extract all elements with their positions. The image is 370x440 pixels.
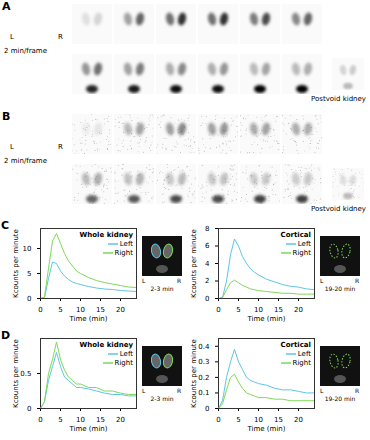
svg-text:0: 0 <box>27 295 31 303</box>
html-text:L: L <box>10 143 14 151</box>
html-text:2-3 min: 2-3 min <box>150 395 174 402</box>
html-text:L: L <box>320 277 324 284</box>
svg-text:10: 10 <box>23 245 32 253</box>
svg-text:0: 0 <box>38 306 42 314</box>
html-text:Postvoid kidney: Postvoid kidney <box>311 95 366 103</box>
html-text:Whole kidney: Whole kidney <box>79 341 133 349</box>
svg-text:0: 0 <box>205 405 209 413</box>
html-text:2 min/frame: 2 min/frame <box>4 47 47 55</box>
svg-text:0: 0 <box>205 295 209 303</box>
svg-text:6: 6 <box>205 242 210 250</box>
svg-text:0.4: 0.4 <box>198 343 210 351</box>
html-text:R: R <box>355 277 360 284</box>
svg-text:15: 15 <box>274 416 283 424</box>
svg-text:15: 15 <box>274 306 283 314</box>
html-text:B: B <box>2 110 11 123</box>
html-text:R: R <box>177 387 182 394</box>
html-text:Left: Left <box>297 240 311 248</box>
svg-text:20: 20 <box>294 416 303 424</box>
svg-text:10: 10 <box>254 416 263 424</box>
svg-text:0: 0 <box>38 416 42 424</box>
svg-text:5: 5 <box>27 270 31 278</box>
html-text:R: R <box>355 387 360 394</box>
html-text:L: L <box>142 387 146 394</box>
svg-text:5: 5 <box>236 306 240 314</box>
svg-text:4: 4 <box>205 260 210 268</box>
html-text:R: R <box>58 33 63 41</box>
svg-text:0.1: 0.1 <box>198 389 209 397</box>
svg-text:20: 20 <box>116 416 125 424</box>
html-text:2-3 min: 2-3 min <box>150 285 174 292</box>
html-text:Right: Right <box>292 359 311 367</box>
html-text:19-20 min: 19-20 min <box>324 395 356 402</box>
svg-text:0.3: 0.3 <box>198 358 209 366</box>
svg-text:2: 2 <box>205 277 209 285</box>
html-text:Right: Right <box>114 249 133 257</box>
html-text:L: L <box>320 387 324 394</box>
html-text:Right: Right <box>114 359 133 367</box>
html-text:R: R <box>177 277 182 284</box>
html-text:Left: Left <box>119 350 133 358</box>
svg-text:5: 5 <box>58 416 62 424</box>
html-text:L: L <box>10 33 14 41</box>
svg-text:Time (min): Time (min) <box>246 425 285 433</box>
svg-text:15: 15 <box>96 416 105 424</box>
svg-text:5: 5 <box>236 416 240 424</box>
html-text:Whole kidney: Whole kidney <box>79 231 133 239</box>
svg-text:Kcounts per minute: Kcounts per minute <box>12 229 20 298</box>
html-text:Cortical: Cortical <box>280 231 311 239</box>
svg-text:Time (min): Time (min) <box>246 315 285 323</box>
svg-text:8: 8 <box>205 225 209 233</box>
svg-text:10: 10 <box>254 306 263 314</box>
svg-text:0: 0 <box>27 405 31 413</box>
svg-text:Time (min): Time (min) <box>68 425 107 433</box>
html-text:A: A <box>2 0 11 13</box>
svg-text:10: 10 <box>76 306 85 314</box>
html-text:Left: Left <box>119 240 133 248</box>
svg-text:Kcounts per minute: Kcounts per minute <box>190 229 198 298</box>
html-text:Postvoid kidney: Postvoid kidney <box>311 205 366 213</box>
svg-text:Time (min): Time (min) <box>68 315 107 323</box>
svg-text:15: 15 <box>96 306 105 314</box>
svg-text:0: 0 <box>216 416 220 424</box>
svg-text:0.2: 0.2 <box>198 374 209 382</box>
html-text:D: D <box>1 329 11 342</box>
svg-text:20: 20 <box>294 306 303 314</box>
svg-text:Kcounts per minute: Kcounts per minute <box>190 339 198 408</box>
html-text:Right: Right <box>292 249 311 257</box>
svg-text:0.5: 0.5 <box>20 370 31 378</box>
html-text:19-20 min: 19-20 min <box>324 285 356 292</box>
svg-text:Kcounts per minute: Kcounts per minute <box>12 339 20 408</box>
html-text:C: C <box>1 219 10 232</box>
svg-text:20: 20 <box>116 306 125 314</box>
svg-text:5: 5 <box>58 306 62 314</box>
html-text:Cortical: Cortical <box>280 341 311 349</box>
svg-text:10: 10 <box>76 416 85 424</box>
html-text:R: R <box>58 143 63 151</box>
html-text:2 min/frame: 2 min/frame <box>4 157 47 165</box>
html-text:L: L <box>142 277 146 284</box>
svg-text:0: 0 <box>216 306 220 314</box>
html-text:Left: Left <box>297 350 311 358</box>
